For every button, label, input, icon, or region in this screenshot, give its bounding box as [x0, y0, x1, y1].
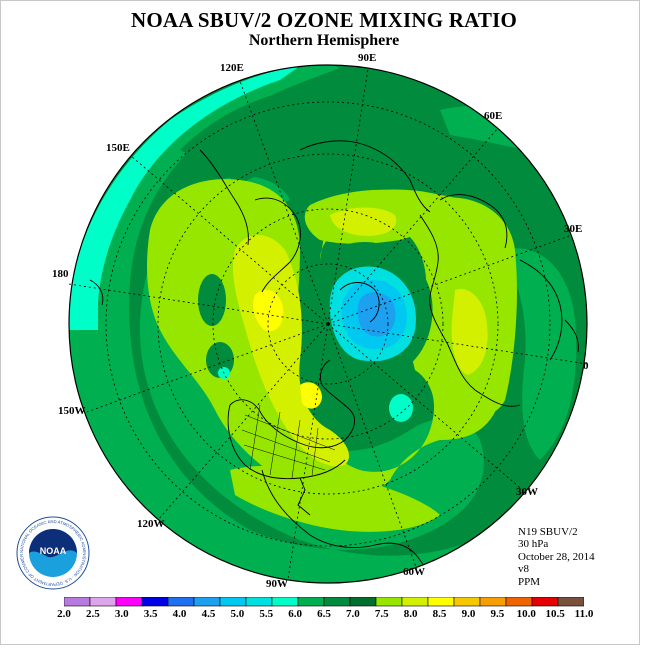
field-8.0-topmid: [330, 207, 397, 236]
colorbar-tick-label: 3.0: [114, 608, 129, 620]
coastlines: [89, 140, 579, 583]
colorbar-swatch: [64, 597, 91, 607]
lon-label-120w: 120W: [137, 518, 165, 530]
lon-label-150w: 150W: [58, 405, 86, 417]
colorbar-swatch: [193, 597, 221, 607]
colorbar-swatch: [89, 597, 117, 607]
colorbar-swatch: [401, 597, 429, 607]
svg-text:NOAA: NOAA: [40, 546, 67, 556]
colorbar-tick-label: 2.5: [86, 608, 100, 620]
colorbar-tick-label: 9.5: [490, 608, 505, 620]
colorbar-tick-label: 7.5: [374, 608, 389, 620]
colorbar-swatch: [219, 597, 247, 607]
field-7.5-bottom: [230, 465, 440, 532]
page-title: NOAA SBUV/2 OZONE MIXING RATIO: [131, 8, 517, 32]
lon-label-180: 180: [52, 268, 69, 280]
colorbar-tick-label: 9.0: [461, 608, 476, 620]
colorbar-swatch: [479, 597, 507, 607]
us-state-lines: [241, 404, 336, 479]
colorbar-tick-label: 10.5: [545, 608, 565, 620]
field-6.0-strip-edge: [69, 135, 160, 330]
colorbar-swatch: [271, 597, 299, 607]
colorbar-swatch: [453, 597, 481, 607]
instrument-label: N19 SBUV/2: [518, 526, 578, 538]
colorbar-swatch: [297, 597, 325, 607]
field-6.5-right: [500, 248, 577, 460]
field-7.0-island-a: [198, 274, 226, 326]
colorbar-swatch: [505, 597, 533, 607]
colorbar-swatch: [323, 597, 351, 607]
colorbar-swatch: [167, 597, 195, 607]
colorbar-tick-label: 2.0: [57, 608, 71, 620]
colorbar: [64, 597, 584, 607]
colorbar-tick-label: 4.0: [172, 608, 187, 620]
lon-label-90w: 90W: [266, 578, 288, 590]
colorbar-tick-label: 4.5: [201, 608, 216, 620]
colorbar-swatch: [115, 597, 143, 607]
colorbar-tick-label: 3.5: [143, 608, 158, 620]
colorbar-tick-label: 11.0: [574, 608, 594, 620]
field-8.5-b: [300, 382, 322, 409]
plot-info: N19 SBUV/2 30 hPa October 28, 2014 v8 PP…: [518, 526, 595, 588]
lon-label-30e: 30E: [564, 223, 583, 235]
page-subtitle: Northern Hemisphere: [248, 32, 400, 49]
colorbar-tick-label: 7.0: [346, 608, 360, 620]
colorbar-tick-label: 6.0: [288, 608, 302, 620]
colorbar-tick-label: 5.5: [259, 608, 274, 620]
lon-label-120e: 120E: [220, 62, 244, 74]
lon-label-30w: 30W: [516, 486, 538, 498]
field-8.5-a: [253, 289, 284, 332]
lon-label-0: 0: [583, 360, 589, 372]
colorbar-swatch: [531, 597, 559, 607]
pressure-level-label: 30 hPa: [518, 538, 549, 551]
units-label: PPM: [518, 575, 541, 588]
colorbar-tick-label: 8.0: [403, 608, 418, 620]
field-6.0-island-d: [389, 394, 413, 422]
lon-label-90e: 90E: [358, 52, 377, 64]
colorbar-tick-label: 8.5: [432, 608, 447, 620]
colorbar-swatch: [375, 597, 403, 607]
lon-label-150e: 150E: [106, 142, 130, 154]
noaa-logo: NATIONAL OCEANIC AND ATMOSPHERIC ADMINIS…: [16, 516, 90, 590]
lon-label-60w: 60W: [403, 566, 425, 578]
colorbar-swatch: [557, 597, 584, 607]
colorbar-tick-label: 10.0: [516, 608, 536, 620]
colorbar-swatch: [349, 597, 377, 607]
version-label: v8: [518, 563, 529, 576]
map-border: [68, 64, 588, 584]
colorbar-tick-label: 6.5: [317, 608, 331, 620]
field-8.0-right: [451, 289, 488, 375]
colorbar-swatch: [245, 597, 273, 607]
colorbar-swatch: [427, 597, 455, 607]
colorbar-tick-label: 5.0: [230, 608, 245, 620]
date-label: October 28, 2014: [518, 550, 595, 563]
colorbar-swatch: [141, 597, 169, 607]
graticule: [68, 68, 588, 580]
lon-label-60e: 60E: [484, 110, 503, 122]
